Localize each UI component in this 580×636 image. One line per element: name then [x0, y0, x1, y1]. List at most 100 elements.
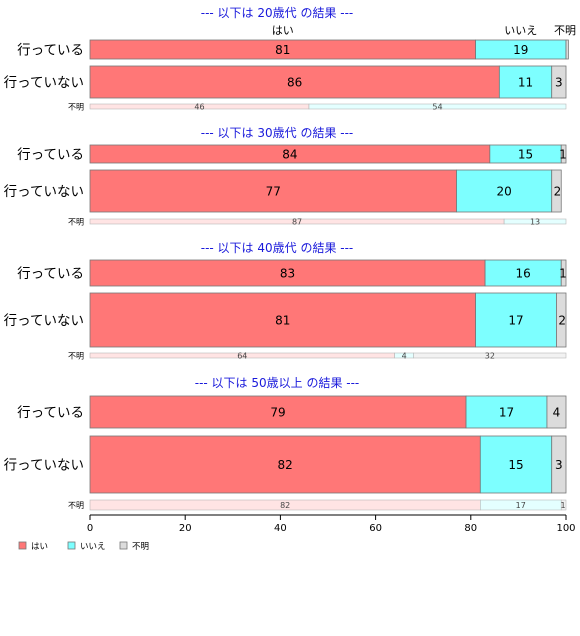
- row-2: 行っていない 86 11 3: [4, 65, 567, 99]
- tick-label: 80: [464, 523, 477, 534]
- bar-segment: [89, 395, 467, 429]
- legend-swatch: [119, 541, 128, 550]
- overall-row: 不明 87 13: [68, 218, 567, 227]
- data-label: 2: [554, 185, 562, 199]
- legend: はい いいえ 不明: [18, 541, 149, 552]
- column-label: 不明: [554, 24, 576, 37]
- data-label: 54: [432, 103, 442, 112]
- tick-label: 0: [87, 523, 93, 534]
- row-2: 行っていない 81 17 2: [4, 292, 567, 348]
- bar-segment: [503, 218, 567, 225]
- column-label: はい: [272, 24, 294, 37]
- data-label: 17: [499, 406, 514, 420]
- tick-label: 100: [556, 523, 575, 534]
- panel-2: --- 以下は 30歳代 の結果 --- 行っている 84 15 1 行っていない 77 20…: [4, 126, 567, 227]
- overall-row: 不明 82 17 1: [68, 499, 567, 511]
- data-label: 81: [275, 314, 290, 328]
- bar-segment: [89, 435, 481, 494]
- data-label: 46: [194, 103, 204, 112]
- row-label: 行っていない: [4, 458, 84, 474]
- data-label: 4: [553, 406, 561, 420]
- row-label: 不明: [68, 103, 84, 112]
- panel-title: --- 以下は 40歳代 の結果 ---: [201, 241, 354, 255]
- data-label: 19: [513, 43, 528, 57]
- legend-swatch: [67, 541, 76, 550]
- data-label: 1: [560, 501, 565, 510]
- bar-segment: [484, 259, 562, 287]
- bar-segment: [551, 169, 562, 213]
- data-label: 77: [266, 185, 281, 199]
- row-label: 行っていない: [4, 75, 84, 91]
- data-label: 83: [280, 267, 295, 281]
- panel-4: --- 以下は 50歳以上 の結果 --- 行っている 79 17 4 行っていない 82 1…: [4, 376, 567, 511]
- overall-row: 不明 64 4 32: [68, 352, 567, 361]
- row-label: 不明: [68, 218, 84, 227]
- data-label: 1: [559, 267, 567, 281]
- legend-label: はい: [31, 542, 48, 552]
- bar-segment: [465, 395, 548, 429]
- panel-title: --- 以下は 30歳代 の結果 ---: [201, 126, 354, 140]
- data-label: 82: [278, 458, 293, 472]
- data-label: 2: [558, 314, 566, 328]
- row-label: 不明: [68, 501, 84, 510]
- row-2: 行っていない 77 20 2: [4, 169, 562, 213]
- data-label: 15: [518, 148, 533, 162]
- tick-label: 20: [179, 523, 192, 534]
- row-1: 行っている 81 19: [17, 39, 569, 60]
- data-label: 87: [292, 218, 302, 227]
- data-label: 86: [287, 76, 302, 90]
- row-label: 行っている: [17, 405, 84, 421]
- row-label: 行っている: [17, 266, 84, 282]
- row-2: 行っていない 82 15 3: [4, 435, 567, 494]
- bar-segment: [413, 352, 567, 359]
- row-label: 行っている: [17, 147, 84, 163]
- bar-segment: [556, 292, 567, 348]
- data-label: 11: [518, 76, 533, 90]
- bar-segment: [551, 65, 567, 99]
- bar-segment: [546, 395, 567, 429]
- row-1: 行っている 84 15 1: [17, 144, 567, 164]
- bar-segment: [560, 144, 567, 164]
- data-label: 17: [516, 501, 526, 510]
- legend-label: いいえ: [80, 542, 106, 552]
- row-label: 行っていない: [4, 313, 84, 329]
- data-label: 32: [485, 352, 495, 361]
- overall-row: 不明 46 54: [68, 103, 567, 112]
- data-label: 81: [275, 43, 290, 57]
- data-label: 82: [280, 501, 290, 510]
- bar-segment: [565, 39, 569, 60]
- data-label: 17: [508, 314, 523, 328]
- row-label: 行っていない: [4, 184, 84, 200]
- bar-segment: [89, 65, 500, 99]
- row-label: 行っている: [17, 43, 84, 59]
- data-label: 15: [508, 458, 523, 472]
- data-label: 84: [282, 148, 297, 162]
- bar-segment: [308, 103, 567, 110]
- panel-title: --- 以下は 50歳以上 の結果 ---: [195, 376, 360, 390]
- column-label: いいえ: [504, 24, 537, 37]
- data-label: 13: [530, 218, 540, 227]
- data-label: 3: [555, 458, 563, 472]
- row-label: 不明: [68, 352, 84, 361]
- legend-swatch: [18, 541, 27, 550]
- data-label: 16: [516, 267, 531, 281]
- panel-3: --- 以下は 40歳代 の結果 --- 行っている 83 16 1 行っていない 81 17…: [4, 241, 567, 361]
- bar-segment: [551, 435, 567, 494]
- data-label: 1: [559, 148, 567, 162]
- legend-label: 不明: [132, 542, 149, 552]
- data-label: 3: [555, 76, 563, 90]
- data-label: 4: [402, 352, 407, 361]
- panel-title: --- 以下は 20歳代 の結果 ---: [201, 6, 354, 20]
- row-1: 行っている 79 17 4: [17, 395, 567, 429]
- bar-segment: [560, 259, 567, 287]
- data-label: 64: [237, 352, 247, 361]
- tick-label: 40: [274, 523, 287, 534]
- x-axis: 0 20 40 60 80 100: [87, 514, 576, 534]
- bar-segment: [560, 499, 567, 511]
- data-label: 79: [270, 406, 285, 420]
- data-label: 20: [496, 185, 511, 199]
- bar-segment: [475, 292, 557, 348]
